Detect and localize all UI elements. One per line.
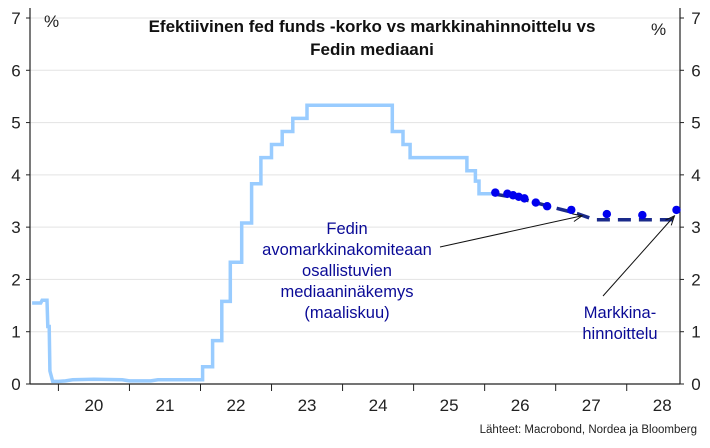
market-pricing-point-4 [520, 194, 529, 203]
annotation-market-line-1: Markkina- [584, 304, 656, 322]
x-tick-27: 27 [582, 396, 601, 415]
y-tick-left-2: 2 [11, 270, 20, 289]
x-tick-26: 26 [511, 396, 530, 415]
y-tick-right-4: 4 [691, 166, 700, 185]
series-effective-ffr-line [32, 103, 496, 384]
source-note: Lähteet: Macrobond, Nordea ja Bloomberg [480, 424, 697, 436]
chart-title-line-1: Efektiivinen fed funds -korko vs markkin… [149, 17, 596, 36]
y-tick-left-3: 3 [11, 218, 20, 237]
annotation-market-line-2: hinnoittelu [582, 325, 657, 343]
y-tick-right-5: 5 [691, 114, 700, 133]
arrow-market-pricing-head [665, 214, 676, 226]
y-tick-right-2: 2 [691, 270, 700, 289]
annotation-arrows [439, 213, 676, 297]
x-tick-22: 22 [227, 396, 246, 415]
annotation-market-pricing: Markkina- hinnoittelu [582, 304, 657, 343]
arrow-fed-median-head [572, 213, 584, 222]
y-tick-left-5: 5 [11, 114, 20, 133]
market-pricing-point-5 [531, 198, 540, 207]
y-unit-right: % [651, 20, 666, 39]
market-pricing-point-7 [567, 205, 576, 215]
x-tick-23: 23 [298, 396, 317, 415]
y-tick-right-1: 1 [691, 323, 700, 342]
series-group [32, 103, 681, 384]
x-tick-28: 28 [653, 396, 672, 415]
y-tick-left-0: 0 [11, 375, 20, 394]
y-tick-right-0: 0 [691, 375, 700, 394]
y-axis-right-ticks: 0 1 2 3 4 5 6 7 [691, 9, 700, 394]
market-pricing-point-9 [638, 210, 647, 220]
x-tick-24: 24 [369, 396, 388, 415]
x-tick-21: 21 [156, 396, 175, 415]
gridlines [30, 17, 680, 333]
y-tick-right-3: 3 [691, 218, 700, 237]
arrow-fed-median-shaft [439, 215, 583, 248]
x-tick-20: 20 [84, 396, 103, 415]
y-axis-left-ticks: 0 1 2 3 4 5 6 7 [11, 9, 20, 394]
annotation-fed-median-line-5: (maaliskuu) [304, 304, 389, 322]
y-tick-right-7: 7 [691, 9, 700, 28]
market-pricing-point-0 [491, 188, 500, 197]
y-tick-left-7: 7 [11, 9, 20, 28]
market-pricing-point-10 [672, 205, 681, 215]
y-unit-left: % [44, 12, 59, 31]
annotation-fed-median-line-2: avomarkkinakomiteaan [262, 241, 432, 259]
annotation-fed-median-line-3: osallistuvien [302, 262, 392, 280]
chart-title-line-2: Fedin mediaani [310, 40, 434, 59]
x-tick-25: 25 [440, 396, 459, 415]
annotation-fed-median-line-1: Fedin [326, 220, 367, 238]
arrow-market-pricing-shaft [602, 215, 675, 297]
annotation-fed-median-line-4: mediaaninäkemys [281, 283, 414, 301]
y-tick-left-1: 1 [11, 323, 20, 342]
y-tick-right-6: 6 [691, 61, 700, 80]
y-tick-left-4: 4 [11, 166, 20, 185]
y-tick-left-6: 6 [11, 61, 20, 80]
axes [26, 8, 684, 391]
market-pricing-point-8 [602, 209, 612, 219]
annotation-fed-median: Fedin avomarkkinakomiteaan osallistuvien… [262, 220, 432, 322]
market-pricing-point-6 [542, 202, 552, 211]
x-axis-ticks: 20 21 22 23 24 25 26 27 28 [84, 396, 671, 415]
